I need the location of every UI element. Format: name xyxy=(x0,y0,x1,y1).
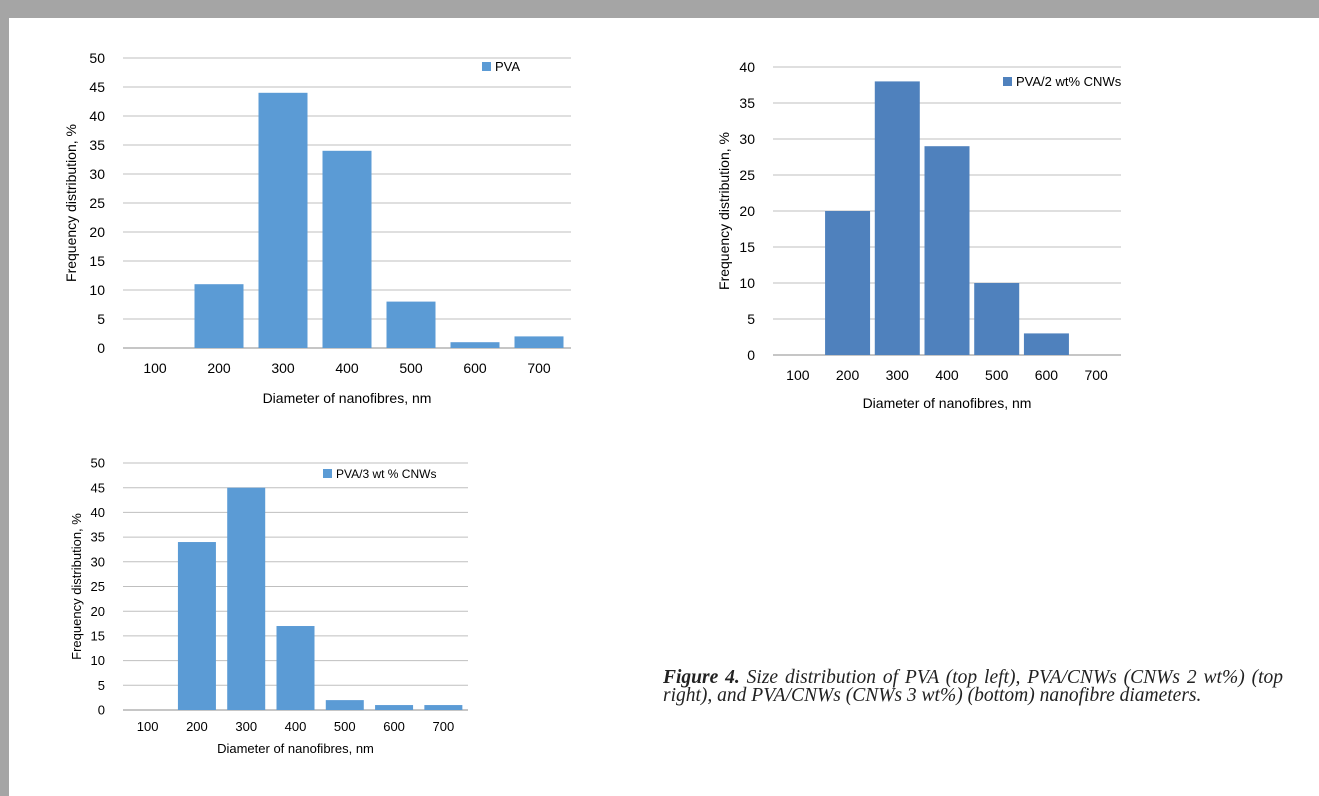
x-tick-label: 100 xyxy=(143,360,167,376)
x-tick-label: 600 xyxy=(1035,367,1059,383)
x-axis-title: Diameter of nanofibres, nm xyxy=(217,741,374,756)
y-tick-label: 5 xyxy=(747,311,755,327)
y-tick-label: 20 xyxy=(739,203,755,219)
y-tick-label: 10 xyxy=(89,282,105,298)
y-tick-label: 45 xyxy=(91,480,105,495)
x-axis-title: Diameter of nanofibres, nm xyxy=(863,395,1032,411)
x-tick-label: 600 xyxy=(383,719,405,734)
chart-pva: 0 5 10 15 20 25 30 35 40 45 50 100 200 300 400 500 600 70… xyxy=(63,50,571,406)
y-tick-label: 15 xyxy=(89,253,105,269)
y-tick-label: 10 xyxy=(91,653,105,668)
y-tick-label: 0 xyxy=(97,340,105,356)
x-tick-label: 400 xyxy=(935,367,959,383)
x-tick-label: 500 xyxy=(985,367,1009,383)
y-tick-label: 50 xyxy=(91,456,105,471)
x-tick-label: 200 xyxy=(836,367,860,383)
x-tick-label: 400 xyxy=(285,719,307,734)
bar xyxy=(194,284,244,348)
legend-swatch xyxy=(1003,77,1012,86)
x-tick-label: 300 xyxy=(235,719,257,734)
chart-pva-3wt-cnws: 0 5 10 15 20 25 30 35 40 45 50 100 200 300 400 500 600 70… xyxy=(69,456,468,756)
caption-label: Figure 4. xyxy=(663,667,740,688)
x-tick-label: 300 xyxy=(886,367,910,383)
y-tick-label: 5 xyxy=(98,678,105,693)
y-tick-label: 35 xyxy=(91,530,105,545)
bar xyxy=(825,211,871,355)
legend-label: PVA/3 wt % CNWs xyxy=(336,467,436,481)
bar xyxy=(450,342,500,348)
bar xyxy=(177,542,216,710)
x-axis-title: Diameter of nanofibres, nm xyxy=(263,390,432,406)
x-tick-label: 200 xyxy=(207,360,231,376)
bar xyxy=(322,150,372,348)
y-tick-label: 15 xyxy=(739,239,755,255)
y-tick-label: 15 xyxy=(91,628,105,643)
bar xyxy=(258,92,308,348)
x-tick-label: 700 xyxy=(527,360,551,376)
legend-swatch xyxy=(482,62,491,71)
bar xyxy=(924,146,970,355)
bar xyxy=(386,301,436,348)
y-tick-label: 30 xyxy=(91,554,105,569)
x-tick-label: 600 xyxy=(463,360,487,376)
y-tick-label: 35 xyxy=(89,137,105,153)
bar xyxy=(514,336,564,348)
y-tick-label: 35 xyxy=(739,95,755,111)
y-tick-label: 20 xyxy=(91,604,105,619)
x-tick-label: 300 xyxy=(271,360,295,376)
y-tick-label: 40 xyxy=(739,59,755,75)
y-tick-label: 0 xyxy=(747,347,755,363)
x-tick-label: 100 xyxy=(786,367,810,383)
bar xyxy=(325,700,364,710)
x-tick-label: 400 xyxy=(335,360,359,376)
legend-label: PVA xyxy=(495,59,520,74)
bar xyxy=(424,705,463,710)
x-tick-label: 500 xyxy=(399,360,423,376)
y-tick-label: 30 xyxy=(739,131,755,147)
left-border xyxy=(0,18,9,796)
legend-label: PVA/2 wt% CNWs xyxy=(1016,74,1122,89)
x-tick-label: 200 xyxy=(186,719,208,734)
y-axis-title: Frequency distribution, % xyxy=(69,513,84,660)
y-tick-label: 50 xyxy=(89,50,105,66)
y-tick-label: 25 xyxy=(89,195,105,211)
y-tick-label: 40 xyxy=(91,505,105,520)
y-tick-label: 40 xyxy=(89,108,105,124)
chart-pva-2wt-cnws: 0 5 10 15 20 25 30 35 40 100 200 300 400 500 600 700 Dia… xyxy=(716,59,1122,411)
y-tick-label: 20 xyxy=(89,224,105,240)
caption-text: Size distribution of PVA (top left), PVA… xyxy=(663,667,1283,706)
bar xyxy=(874,81,920,356)
y-tick-label: 45 xyxy=(89,79,105,95)
bar xyxy=(974,283,1020,355)
bar xyxy=(375,705,414,710)
y-tick-label: 30 xyxy=(89,166,105,182)
y-tick-label: 10 xyxy=(739,275,755,291)
y-tick-label: 5 xyxy=(97,311,105,327)
top-border xyxy=(0,0,1319,18)
bar xyxy=(227,487,266,710)
figure-caption: Figure 4. Size distribution of PVA (top … xyxy=(663,667,1283,706)
y-tick-label: 0 xyxy=(98,703,105,718)
bar xyxy=(1023,333,1069,355)
x-tick-label: 100 xyxy=(137,719,159,734)
x-tick-label: 700 xyxy=(433,719,455,734)
x-tick-label: 500 xyxy=(334,719,356,734)
y-axis-title: Frequency distribution, % xyxy=(63,124,79,282)
y-tick-label: 25 xyxy=(91,579,105,594)
legend-swatch xyxy=(323,469,332,478)
bar xyxy=(276,626,315,710)
y-tick-label: 25 xyxy=(739,167,755,183)
x-tick-label: 700 xyxy=(1084,367,1108,383)
y-axis-title: Frequency distribution, % xyxy=(716,132,732,290)
